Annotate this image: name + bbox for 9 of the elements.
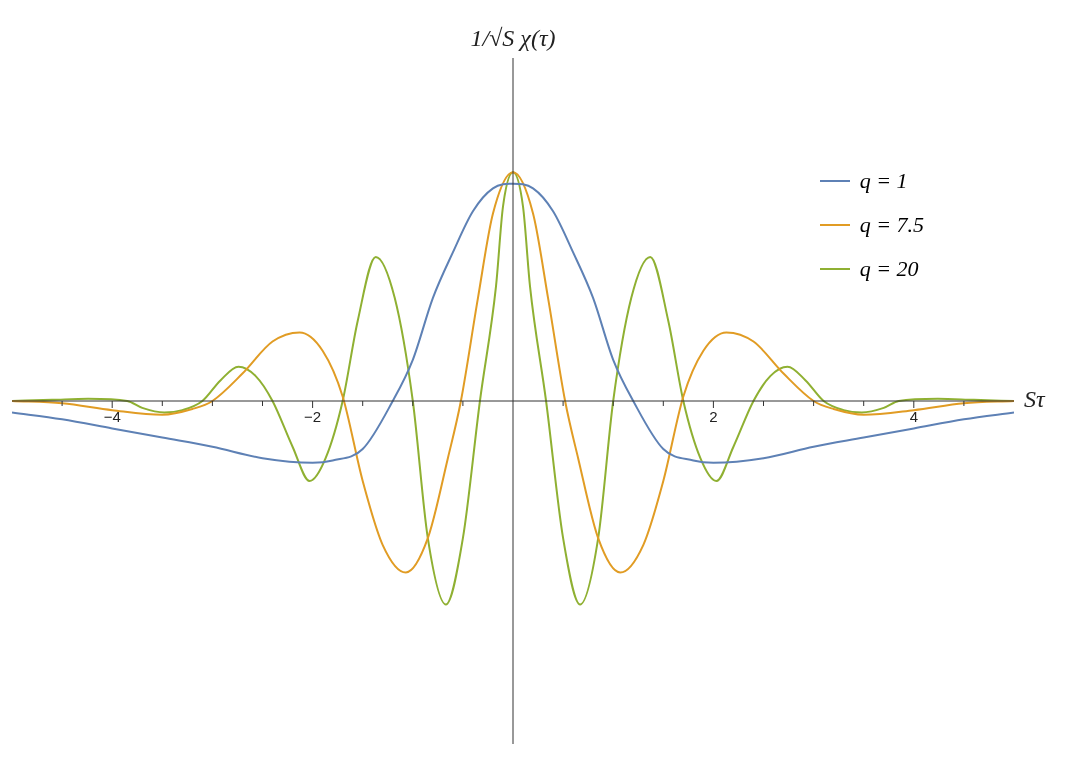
x-axis-title: Sτ: [1024, 386, 1046, 413]
legend-label: q = 1: [859, 168, 908, 194]
legend-label: q = 7.5: [859, 212, 924, 238]
x-tick-label: 2: [709, 407, 718, 425]
x-tick-label: 4: [909, 407, 918, 425]
x-tick-label: −2: [304, 407, 322, 425]
x-tick-label: −4: [103, 407, 121, 425]
text: 1/√S χ(τ): [470, 25, 556, 52]
legend-label: q = 20: [859, 256, 919, 282]
